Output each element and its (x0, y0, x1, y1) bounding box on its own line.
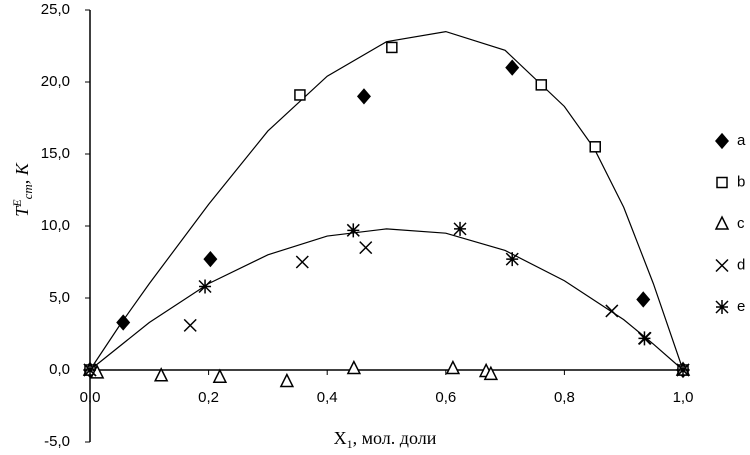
point (294, 89, 306, 101)
legend-label: a (737, 132, 746, 149)
legend-marker (715, 300, 729, 314)
point (203, 250, 218, 268)
point (445, 359, 461, 375)
point (589, 141, 601, 153)
point (636, 291, 651, 308)
point (83, 363, 97, 377)
y-label-sup: E (10, 199, 24, 208)
point (359, 241, 373, 255)
point (346, 359, 362, 375)
point (356, 88, 371, 105)
legend-marker (715, 132, 729, 150)
point (153, 367, 169, 382)
x-tick-label: 0,8 (554, 389, 575, 406)
point (535, 79, 548, 91)
point (212, 368, 228, 383)
point (386, 41, 398, 54)
y-tick-label: 15,0 (41, 145, 70, 162)
point (116, 314, 131, 331)
y-tick-label: 10,0 (41, 217, 70, 234)
y-tick-label: 20,0 (41, 73, 70, 90)
x-tick-label: 1,0 (673, 389, 694, 406)
point (198, 279, 212, 294)
x-tick-label: 0,6 (435, 389, 456, 406)
point (637, 331, 651, 346)
x-label-main: X (334, 428, 347, 448)
point (505, 59, 520, 76)
legend-label: c (737, 215, 745, 232)
legend-marker (715, 258, 729, 273)
x-tick-label: 0,4 (317, 389, 338, 406)
y-tick-label: 25,0 (41, 1, 70, 18)
point (295, 255, 309, 269)
legend-marker (714, 215, 730, 230)
x-axis-label: X1, мол. доли (334, 428, 437, 451)
x-label-rest: , мол. доли (353, 428, 437, 448)
y-label-sub: cm (20, 184, 35, 199)
legend-label: e (737, 298, 745, 315)
point (676, 363, 690, 377)
point (453, 221, 467, 236)
point (505, 252, 519, 267)
y-tick-label: 0,0 (49, 361, 70, 378)
point (483, 365, 499, 381)
x-tick-label: 0,2 (198, 389, 219, 406)
fit-curve (89, 228, 684, 371)
legend-marker (716, 176, 728, 189)
point (346, 223, 360, 238)
x-tick-label: 0,0 (80, 389, 101, 406)
legend-label: d (737, 256, 745, 273)
y-label-rest: , K (12, 162, 32, 184)
y-tick-label: 5,0 (49, 289, 70, 306)
legend-label: b (737, 173, 745, 190)
y-tick-label: -5,0 (44, 433, 70, 450)
point (183, 318, 197, 332)
point (605, 304, 619, 318)
point (279, 372, 295, 388)
y-axis-label: TEcm, K (10, 162, 35, 217)
y-label-main: T (12, 205, 32, 217)
legend: a b c d e (714, 132, 746, 315)
fit-curve (89, 30, 684, 371)
x-label-sub: 1 (347, 437, 353, 451)
